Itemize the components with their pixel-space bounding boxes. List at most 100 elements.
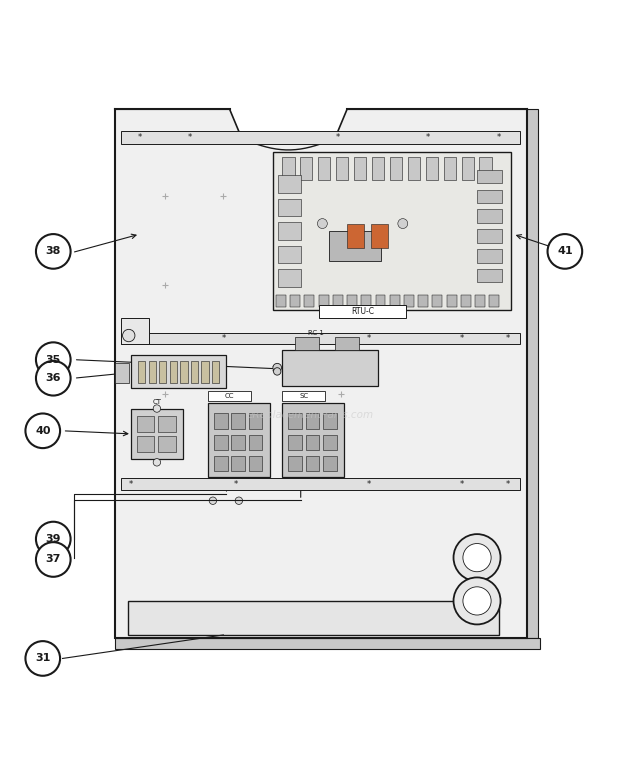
Text: 41: 41 [557, 246, 573, 257]
Text: *: * [506, 480, 510, 488]
Bar [282, 350, 378, 386]
Text: 31: 31 [35, 653, 50, 663]
Bar [336, 157, 348, 181]
Bar [214, 456, 228, 471]
Bar [319, 305, 406, 318]
Bar [408, 157, 420, 181]
Circle shape [463, 543, 491, 572]
Bar [278, 199, 301, 216]
Circle shape [453, 577, 500, 625]
Bar [159, 436, 175, 453]
Bar [288, 414, 302, 429]
Circle shape [153, 405, 161, 412]
Bar [122, 131, 520, 144]
Bar [288, 435, 302, 450]
Bar [418, 294, 428, 307]
Bar [479, 157, 492, 181]
Bar [138, 361, 146, 383]
Bar [461, 294, 471, 307]
Bar [319, 294, 329, 307]
Bar [115, 363, 129, 383]
Text: 37: 37 [46, 554, 61, 564]
Bar [208, 391, 251, 401]
Text: *: * [187, 133, 192, 142]
Bar [288, 456, 302, 471]
Bar [300, 157, 312, 181]
Bar [211, 361, 219, 383]
Bar [214, 435, 228, 450]
Text: *: * [128, 480, 133, 488]
Text: CC: CC [225, 393, 234, 399]
Text: eReplacementParts.com: eReplacementParts.com [246, 410, 374, 420]
Bar [231, 456, 245, 471]
Circle shape [25, 641, 60, 676]
Bar [122, 318, 149, 344]
Polygon shape [115, 78, 526, 139]
Bar [354, 157, 366, 181]
Bar [489, 294, 499, 307]
Text: 38: 38 [46, 246, 61, 257]
Bar [525, 109, 538, 638]
Circle shape [36, 234, 71, 269]
Bar [376, 294, 386, 307]
Circle shape [317, 219, 327, 229]
Text: *: * [335, 133, 340, 142]
Bar [278, 175, 301, 193]
Bar [390, 157, 402, 181]
Bar [214, 414, 228, 429]
Bar [475, 294, 485, 307]
Bar [131, 355, 226, 388]
Bar [282, 403, 344, 477]
Bar [390, 294, 400, 307]
Bar [282, 391, 326, 401]
Bar [372, 157, 384, 181]
Text: CT: CT [153, 399, 161, 405]
Text: *: * [459, 334, 464, 343]
Bar [149, 361, 156, 383]
Bar [273, 153, 511, 310]
Text: *: * [128, 334, 133, 343]
Text: *: * [506, 334, 510, 343]
Circle shape [273, 363, 281, 372]
Text: *: * [221, 334, 226, 343]
Bar [444, 157, 456, 181]
Bar [208, 403, 270, 477]
Circle shape [547, 234, 582, 269]
Bar [329, 231, 381, 260]
Bar [294, 337, 319, 350]
Bar [122, 478, 520, 490]
Circle shape [209, 497, 216, 505]
Circle shape [36, 343, 71, 377]
Circle shape [453, 534, 500, 581]
Circle shape [273, 367, 281, 375]
Circle shape [153, 459, 161, 466]
Bar [477, 170, 502, 184]
Bar [347, 294, 357, 307]
Bar [306, 456, 319, 471]
Bar [347, 223, 365, 248]
Bar [304, 294, 314, 307]
Text: *: * [138, 133, 142, 142]
Bar [477, 209, 502, 223]
Circle shape [463, 587, 491, 615]
Circle shape [235, 497, 242, 505]
Bar [115, 109, 526, 638]
Bar [477, 190, 502, 203]
Text: *: * [459, 480, 464, 488]
Text: *: * [497, 133, 501, 142]
Text: 35: 35 [46, 355, 61, 365]
Bar [180, 361, 187, 383]
Text: *: * [425, 133, 430, 142]
Bar [159, 416, 175, 432]
Bar [477, 269, 502, 282]
Bar [306, 435, 319, 450]
Bar [278, 270, 301, 287]
Bar [323, 414, 337, 429]
Bar [361, 294, 371, 307]
Bar [306, 414, 319, 429]
Bar [128, 601, 498, 635]
Bar [159, 361, 167, 383]
Bar [318, 157, 330, 181]
Bar [249, 435, 262, 450]
Bar [201, 361, 208, 383]
